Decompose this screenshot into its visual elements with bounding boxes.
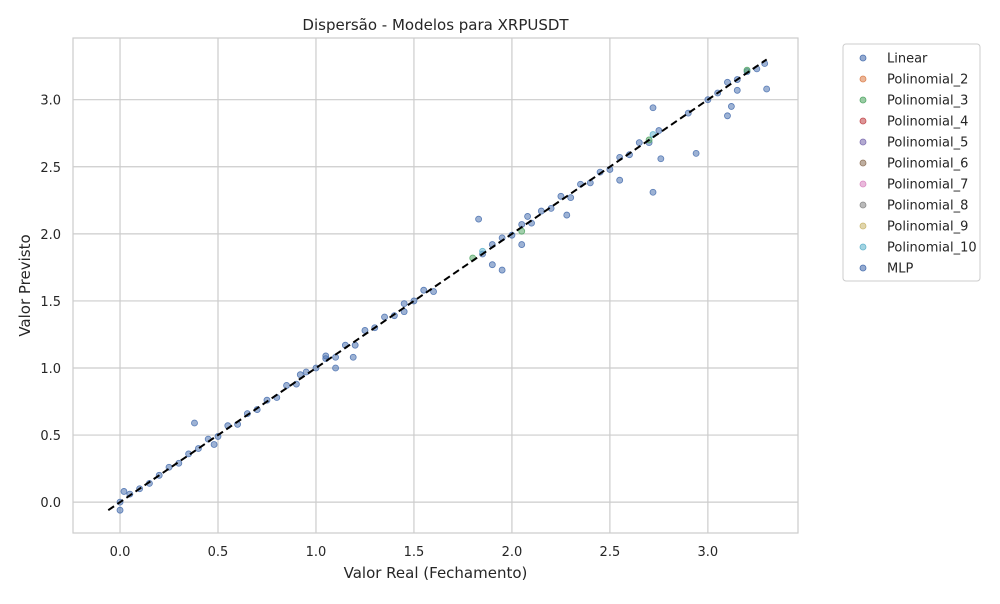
data-point bbox=[733, 86, 741, 94]
data-point bbox=[349, 353, 357, 361]
data-point bbox=[649, 188, 657, 196]
legend-label: Polinomial_2 bbox=[887, 73, 968, 88]
y-axis-label: Valor Previsto bbox=[16, 234, 34, 336]
x-tick-label: 3.0 bbox=[698, 545, 719, 560]
legend-marker bbox=[859, 159, 867, 167]
x-tick-label: 2.5 bbox=[600, 545, 621, 560]
legend-marker bbox=[859, 96, 867, 104]
y-tick-label: 1.0 bbox=[40, 362, 61, 377]
legend-box bbox=[842, 43, 981, 282]
legend-label: Polinomial_8 bbox=[887, 199, 968, 214]
x-tick-label: 1.5 bbox=[404, 545, 425, 560]
data-point bbox=[488, 261, 496, 269]
x-tick-label: 2.0 bbox=[502, 545, 523, 560]
legend-marker bbox=[859, 54, 867, 62]
x-axis-label: Valor Real (Fechamento) bbox=[344, 564, 528, 582]
y-tick-label: 2.0 bbox=[40, 228, 61, 243]
data-point bbox=[400, 300, 408, 308]
x-tick-label: 1.0 bbox=[306, 545, 327, 560]
reference-line-path bbox=[107, 58, 768, 512]
legend-label: Polinomial_9 bbox=[887, 220, 968, 235]
data-point bbox=[692, 149, 700, 157]
data-point bbox=[557, 192, 565, 200]
data-point bbox=[332, 364, 339, 372]
data-point bbox=[635, 139, 643, 147]
legend-marker bbox=[859, 243, 867, 251]
y-tick-label: 1.5 bbox=[40, 295, 61, 310]
legend-marker bbox=[859, 222, 867, 230]
data-point bbox=[475, 215, 483, 223]
data-point bbox=[420, 286, 428, 294]
y-tick-label: 0.5 bbox=[40, 429, 61, 444]
legend-marker bbox=[859, 201, 867, 209]
data-point bbox=[430, 288, 437, 295]
data-point bbox=[655, 127, 663, 134]
scatter-points bbox=[116, 60, 771, 514]
x-tick-label: 0.5 bbox=[208, 545, 229, 560]
data-point bbox=[518, 241, 526, 248]
data-point bbox=[302, 368, 310, 376]
data-point bbox=[567, 194, 575, 202]
y-axis-ticks: 0.0 0.5 1.0 1.5 2.0 2.5 3.0 bbox=[40, 94, 61, 511]
grid-lines bbox=[73, 38, 798, 533]
data-point bbox=[763, 85, 771, 93]
x-tick-label: 0.0 bbox=[110, 545, 131, 560]
legend-marker bbox=[859, 75, 867, 83]
data-point bbox=[116, 506, 124, 514]
data-point bbox=[191, 419, 198, 427]
data-point bbox=[210, 441, 218, 448]
data-point bbox=[537, 207, 545, 215]
legend-marker bbox=[859, 117, 867, 125]
legend-marker bbox=[859, 264, 867, 272]
x-axis-ticks: 0.0 0.5 1.0 1.5 2.0 2.5 3.0 bbox=[110, 545, 719, 560]
legend-label: Polinomial_3 bbox=[887, 94, 968, 109]
y-tick-label: 0.0 bbox=[40, 496, 61, 511]
legend-label: Polinomial_4 bbox=[887, 115, 968, 130]
legend-marker bbox=[859, 138, 867, 146]
legend-label: Polinomial_7 bbox=[887, 178, 968, 193]
data-point bbox=[120, 488, 128, 495]
data-point bbox=[524, 213, 531, 220]
data-point bbox=[657, 155, 665, 163]
legend: Linear Polinomial_2 Polinomial_3 Polinomial… bbox=[842, 43, 981, 282]
legend-label: Polinomial_6 bbox=[887, 157, 968, 172]
data-point bbox=[322, 352, 330, 360]
data-point bbox=[649, 104, 657, 112]
legend-label: Polinomial_10 bbox=[887, 241, 977, 256]
legend-label: Linear bbox=[887, 52, 928, 67]
y-tick-label: 3.0 bbox=[40, 94, 61, 109]
data-point bbox=[616, 176, 624, 184]
reference-line bbox=[107, 58, 768, 512]
y-tick-label: 2.5 bbox=[40, 161, 61, 176]
chart-title: Dispersão - Modelos para XRPUSDT bbox=[302, 16, 569, 34]
legend-label: MLP bbox=[887, 262, 913, 277]
data-point bbox=[563, 211, 571, 219]
data-point bbox=[351, 341, 359, 349]
legend-marker bbox=[859, 180, 867, 188]
data-point bbox=[283, 382, 290, 389]
data-point bbox=[498, 266, 506, 274]
data-point bbox=[727, 103, 735, 110]
data-point bbox=[381, 313, 388, 321]
legend-label: Polinomial_5 bbox=[887, 136, 968, 151]
data-point bbox=[724, 112, 731, 120]
